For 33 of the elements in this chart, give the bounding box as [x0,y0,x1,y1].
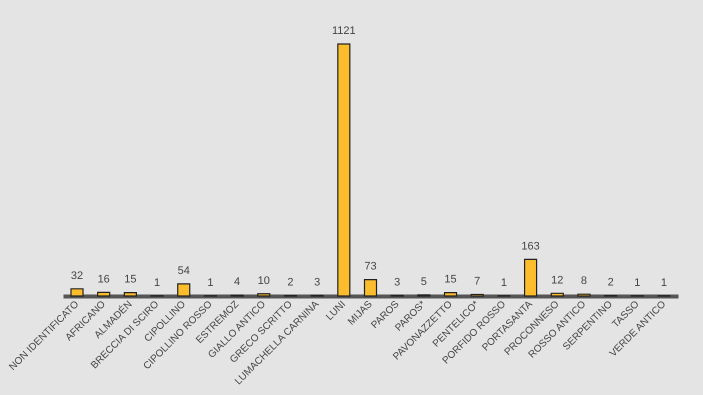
data-label: 10 [258,274,270,287]
bar [257,293,270,297]
bar [550,292,564,297]
data-label: 5 [420,276,427,288]
data-label: 3 [394,276,400,288]
bar [364,278,378,297]
data-label: 15 [124,274,136,286]
data-label: 73 [364,260,377,273]
data-label: 1 [634,276,640,289]
data-label: 4 [234,276,240,288]
data-label: 15 [444,274,457,286]
bar [70,288,84,297]
data-label: 8 [580,275,588,288]
data-label: 2 [287,276,294,289]
bar [97,292,110,297]
data-label: 1 [207,276,214,289]
bar [524,258,538,297]
data-label: 32 [70,270,84,282]
data-label: 54 [178,264,190,277]
data-label: 1 [154,276,160,289]
data-label: 1121 [332,25,356,37]
data-label: 2 [608,276,614,289]
data-label: 1 [500,276,507,289]
data-label: 16 [98,273,110,286]
bar [177,283,190,297]
data-label: 7 [474,275,480,288]
bar [124,292,137,297]
bar [444,292,458,297]
data-label: 3 [314,276,320,288]
bar [337,43,350,297]
data-label: 1 [660,276,668,289]
data-label: 163 [521,240,540,252]
data-label: 12 [551,274,564,286]
